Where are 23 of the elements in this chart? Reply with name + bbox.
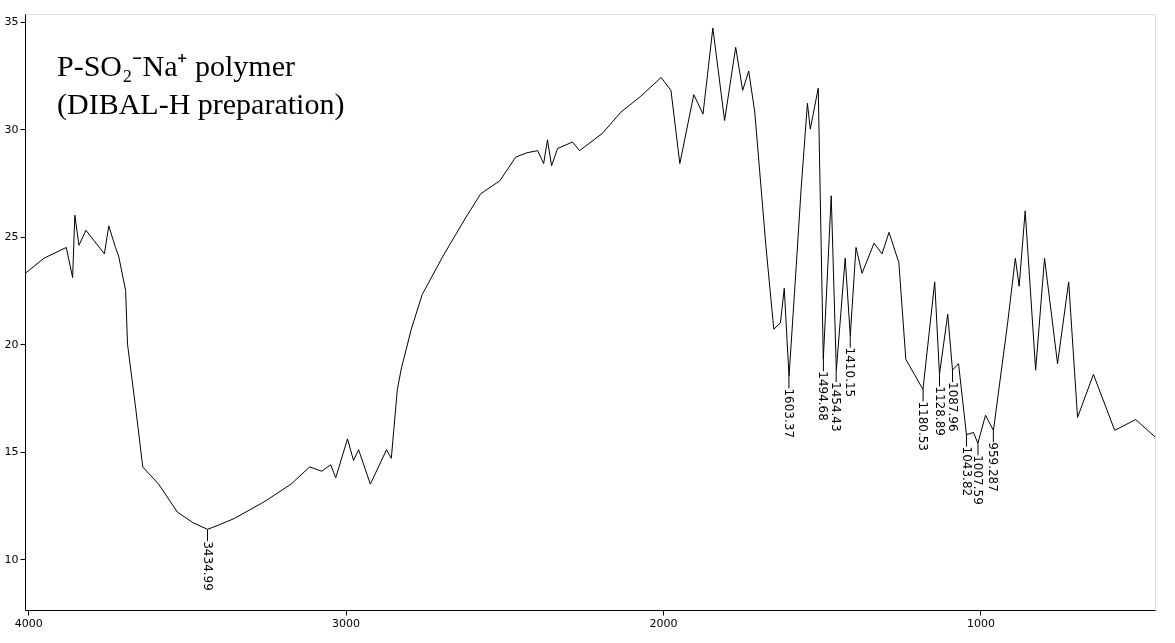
- annotation: 1603.37: [781, 388, 796, 439]
- y-tick-label: 10: [4, 552, 19, 566]
- x-tick-label: 1000: [966, 616, 995, 630]
- annotation: 1043.82: [959, 446, 974, 497]
- y-tick-label: 25: [4, 230, 19, 244]
- annotation: 1087.96: [945, 382, 960, 432]
- text: (DIBAL-H preparation): [57, 87, 345, 121]
- annotation: 959.287: [986, 442, 1001, 492]
- annotation: 3434.99: [200, 541, 215, 591]
- y-tick-label: 30: [4, 122, 19, 136]
- text: P-SO₂⁻Na⁺ polymer: [57, 49, 295, 82]
- annotation: 1410.15: [843, 347, 858, 398]
- annotation: 1007.59: [971, 455, 986, 505]
- annotation: 1128.89: [932, 386, 947, 436]
- y-tick-label: 20: [4, 337, 19, 351]
- y-tick-label: 15: [4, 445, 19, 459]
- annotation: 1454.43: [829, 382, 844, 432]
- x-tick-label: 3000: [332, 616, 361, 630]
- x-tick-label: 4000: [14, 616, 43, 630]
- annotation: 1494.68: [816, 371, 831, 421]
- annotation: 1180.53: [916, 401, 931, 451]
- y-tick-label: 35: [4, 15, 19, 29]
- x-tick-label: 2000: [649, 616, 678, 630]
